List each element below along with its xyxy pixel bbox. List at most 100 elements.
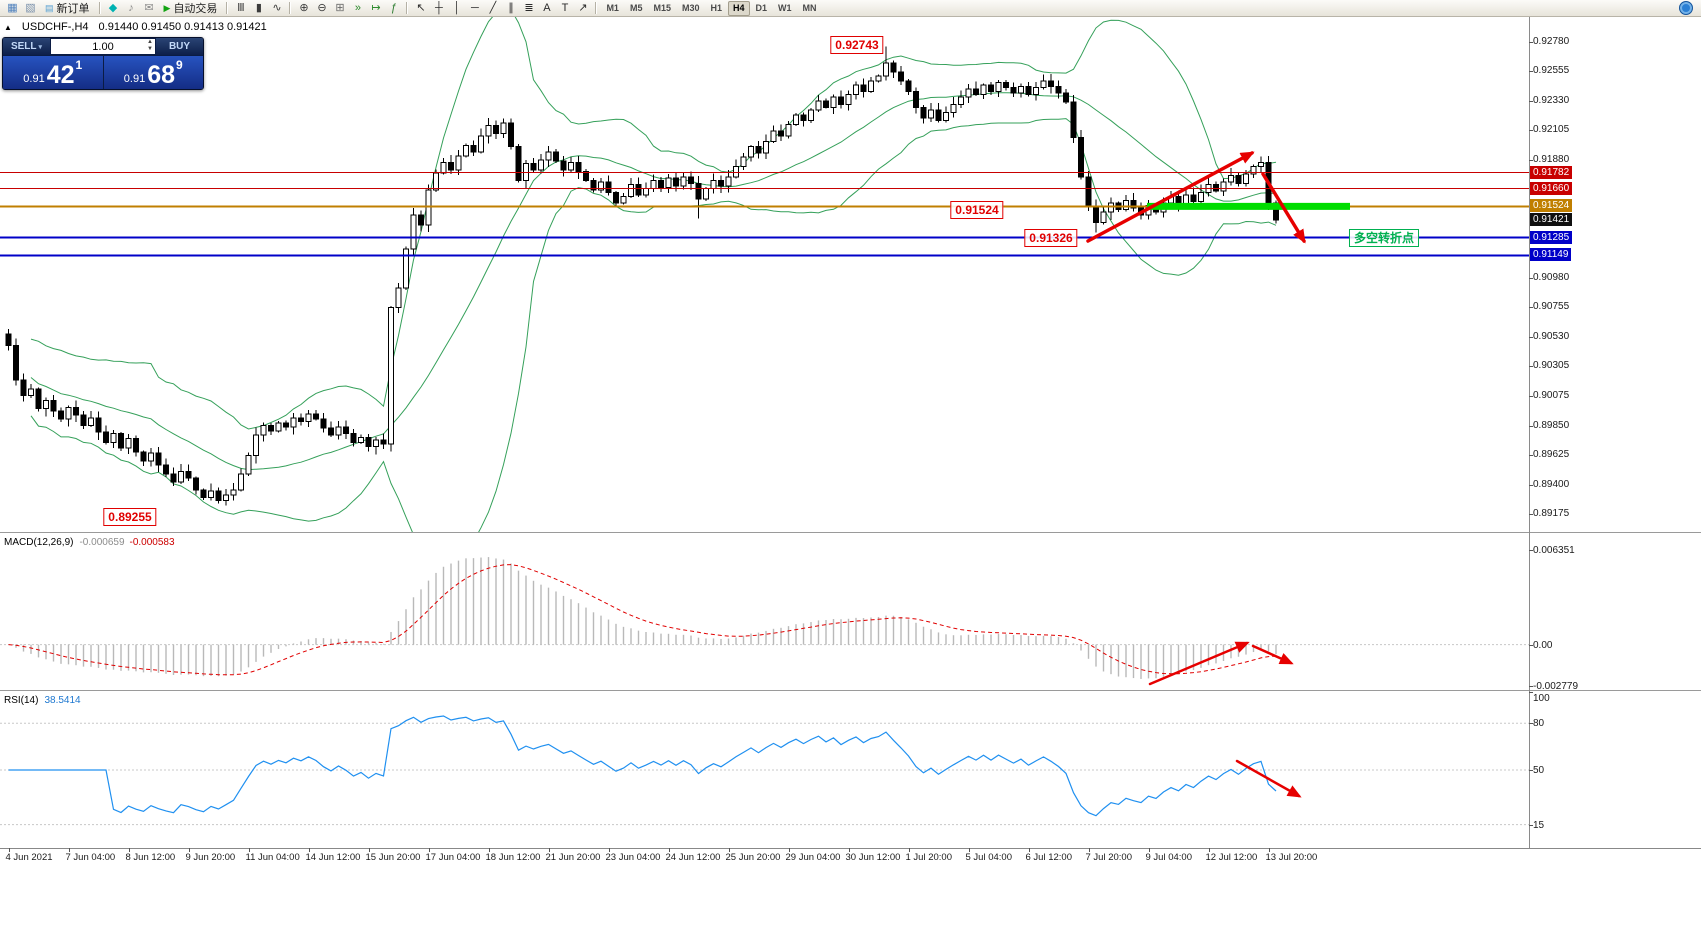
bid-price-point: 1 bbox=[75, 58, 83, 72]
macd-arrow-down[interactable] bbox=[1251, 644, 1294, 665]
fibonacci-icon[interactable]: ≣ bbox=[524, 1, 534, 14]
bar-chart-icon[interactable]: Ⅲ bbox=[237, 1, 245, 14]
tile-windows-icon[interactable]: ⊞ bbox=[335, 1, 345, 14]
trend-arrow-up[interactable] bbox=[1086, 151, 1255, 243]
macd-name: MACD(12,26,9) bbox=[4, 537, 74, 548]
community-icon[interactable] bbox=[1679, 1, 1693, 15]
main-price-pane bbox=[0, 17, 1529, 533]
sell-button-label: SELL bbox=[10, 41, 37, 52]
auto-scroll-icon[interactable]: » bbox=[354, 1, 361, 14]
volume-field[interactable]: 1.00 ▲ ▼ bbox=[51, 39, 155, 54]
volume-down-icon[interactable]: ▼ bbox=[147, 46, 153, 52]
volume-spinner[interactable]: ▲ ▼ bbox=[147, 39, 153, 53]
horizontal-line-icon[interactable]: ─ bbox=[471, 1, 479, 14]
metaeditor-icon[interactable]: ◆ bbox=[108, 1, 118, 14]
ask-price-prefix: 0.91 bbox=[123, 73, 146, 85]
rsi-line bbox=[8, 715, 1277, 817]
macd-signal-value: -0.000583 bbox=[129, 537, 175, 548]
arrow-object-icon[interactable]: ↗ bbox=[578, 1, 588, 14]
buy-button-label: BUY bbox=[168, 41, 191, 52]
macd-pane bbox=[0, 557, 1529, 679]
price-callout-major-low[interactable]: 0.89255 bbox=[103, 508, 157, 526]
price-callout-recent-low[interactable]: 0.91326 bbox=[1024, 229, 1078, 247]
zoom-out-icon[interactable]: ⊖ bbox=[317, 1, 327, 14]
one-click-trading-panel: SELL ▾ 1.00 ▲ ▼ BUY 0.91 42 1 0.91 68 9 bbox=[2, 37, 204, 90]
new-order-button[interactable]: ▤ 新订单 bbox=[40, 1, 95, 16]
rsi-name: RSI(14) bbox=[4, 695, 39, 706]
toolbar-separator bbox=[226, 2, 229, 14]
zoom-in-icon[interactable]: ⊕ bbox=[299, 1, 309, 14]
channel-icon[interactable]: ∥ bbox=[508, 1, 514, 14]
macd-indicator-label: MACD(12,26,9) -0.000659 -0.000583 bbox=[4, 537, 175, 548]
rsi-indicator-label: RSI(14) 38.5414 bbox=[4, 695, 81, 706]
bid-price-pips: 42 bbox=[46, 61, 75, 89]
macd-histogram bbox=[15, 557, 1277, 679]
sell-button[interactable]: SELL ▾ bbox=[3, 38, 50, 55]
trend-arrow-down[interactable] bbox=[1261, 172, 1306, 244]
candlestick-series bbox=[5, 46, 1279, 506]
timeframe-mn-button[interactable]: MN bbox=[802, 2, 817, 13]
time-axis-strip bbox=[0, 848, 1701, 942]
timeframe-w1-button[interactable]: W1 bbox=[778, 2, 792, 13]
ask-price-pips: 68 bbox=[147, 61, 176, 89]
profiles-icon[interactable]: ▧ bbox=[25, 1, 36, 14]
trendline-icon[interactable]: ╱ bbox=[489, 1, 497, 14]
timeframe-h1-button[interactable]: H1 bbox=[710, 2, 723, 13]
main-toolbar: ▦ ▧ ▤ 新订单 ◆ ♪ ✉ ▶ 自动交易 Ⅲ ▮ ∿ ⊕ ⊖ ⊞ » ↦ ƒ ↖ ┼ │ ─ ╱ ∥ ≣ A T ↗ M1 M5 M15… bbox=[0, 0, 1701, 17]
bollinger-upper-band bbox=[30, 17, 1277, 430]
autotrade-button[interactable]: ▶ 自动交易 bbox=[159, 1, 223, 16]
timeframe-h4-button[interactable]: H4 bbox=[728, 0, 750, 16]
mailbox-icon[interactable]: ✉ bbox=[144, 1, 154, 14]
autotrade-button-label: 自动交易 bbox=[173, 3, 218, 15]
alerts-icon[interactable]: ♪ bbox=[128, 1, 134, 14]
toolbar-separator bbox=[98, 2, 101, 14]
macd-arrow-up[interactable] bbox=[1148, 641, 1250, 686]
autotrade-button-icon: ▶ bbox=[163, 2, 171, 13]
indicators-icon[interactable]: ƒ bbox=[390, 1, 397, 14]
toolbar-separator bbox=[595, 2, 598, 14]
ask-price-point: 9 bbox=[176, 58, 183, 72]
price-axis-border bbox=[1529, 17, 1530, 848]
text-icon[interactable]: A bbox=[543, 1, 551, 14]
volume-value: 1.00 bbox=[92, 40, 114, 53]
price-callout-pivot[interactable]: 0.91524 bbox=[950, 201, 1004, 219]
new-chart-icon[interactable]: ▦ bbox=[7, 1, 18, 14]
macd-pane-separator[interactable] bbox=[0, 532, 1701, 534]
chart-ohlc-values: 0.91440 0.91450 0.91413 0.91421 bbox=[98, 21, 267, 33]
price-callout-swing-high[interactable]: 0.92743 bbox=[830, 36, 884, 54]
buy-button[interactable]: BUY bbox=[156, 38, 203, 55]
crosshair-icon[interactable]: ┼ bbox=[435, 1, 443, 14]
timeframe-m1-button[interactable]: M1 bbox=[606, 2, 619, 13]
timeframe-d1-button[interactable]: D1 bbox=[755, 2, 768, 13]
vertical-line-icon[interactable]: │ bbox=[453, 1, 461, 14]
new-order-button-label: 新订单 bbox=[56, 3, 90, 15]
chart-shift-icon[interactable]: ↦ bbox=[371, 1, 381, 14]
cursor-icon[interactable]: ↖ bbox=[416, 1, 426, 14]
macd-signal-line bbox=[8, 564, 1277, 676]
line-chart-icon[interactable]: ∿ bbox=[272, 1, 282, 14]
rsi-arrow-down[interactable] bbox=[1235, 759, 1302, 798]
note-turning-point[interactable]: 多空转折点 bbox=[1348, 229, 1420, 247]
rsi-value: 38.5414 bbox=[44, 695, 81, 706]
rsi-pane-separator[interactable] bbox=[0, 690, 1701, 692]
timeframe-m15-button[interactable]: M15 bbox=[653, 2, 671, 13]
bid-price[interactable]: 0.91 42 1 bbox=[3, 56, 103, 89]
macd-main-value: -0.000659 bbox=[79, 537, 125, 548]
volume-up-icon[interactable]: ▲ bbox=[147, 39, 153, 45]
chart-symbol-timeframe: USDCHF-,H4 bbox=[21, 21, 89, 33]
toolbar-separator bbox=[289, 2, 292, 14]
label-icon[interactable]: T bbox=[561, 1, 569, 14]
candlestick-chart-icon[interactable]: ▮ bbox=[255, 1, 262, 14]
rsi-pane bbox=[0, 715, 1529, 826]
timeframe-m5-button[interactable]: M5 bbox=[629, 2, 643, 13]
ask-price[interactable]: 0.91 68 9 bbox=[103, 56, 203, 89]
new-order-button-icon: ▤ bbox=[45, 2, 54, 13]
chart-window-icon: ▲ bbox=[4, 22, 12, 32]
timeframe-m30-button[interactable]: M30 bbox=[681, 2, 700, 13]
bollinger-middle-band bbox=[30, 92, 1277, 471]
bid-price-prefix: 0.91 bbox=[23, 73, 45, 85]
chart-title: ▲ USDCHF-,H4 0.91440 0.91450 0.91413 0.9… bbox=[4, 21, 267, 33]
sell-caret-icon: ▾ bbox=[38, 43, 43, 51]
